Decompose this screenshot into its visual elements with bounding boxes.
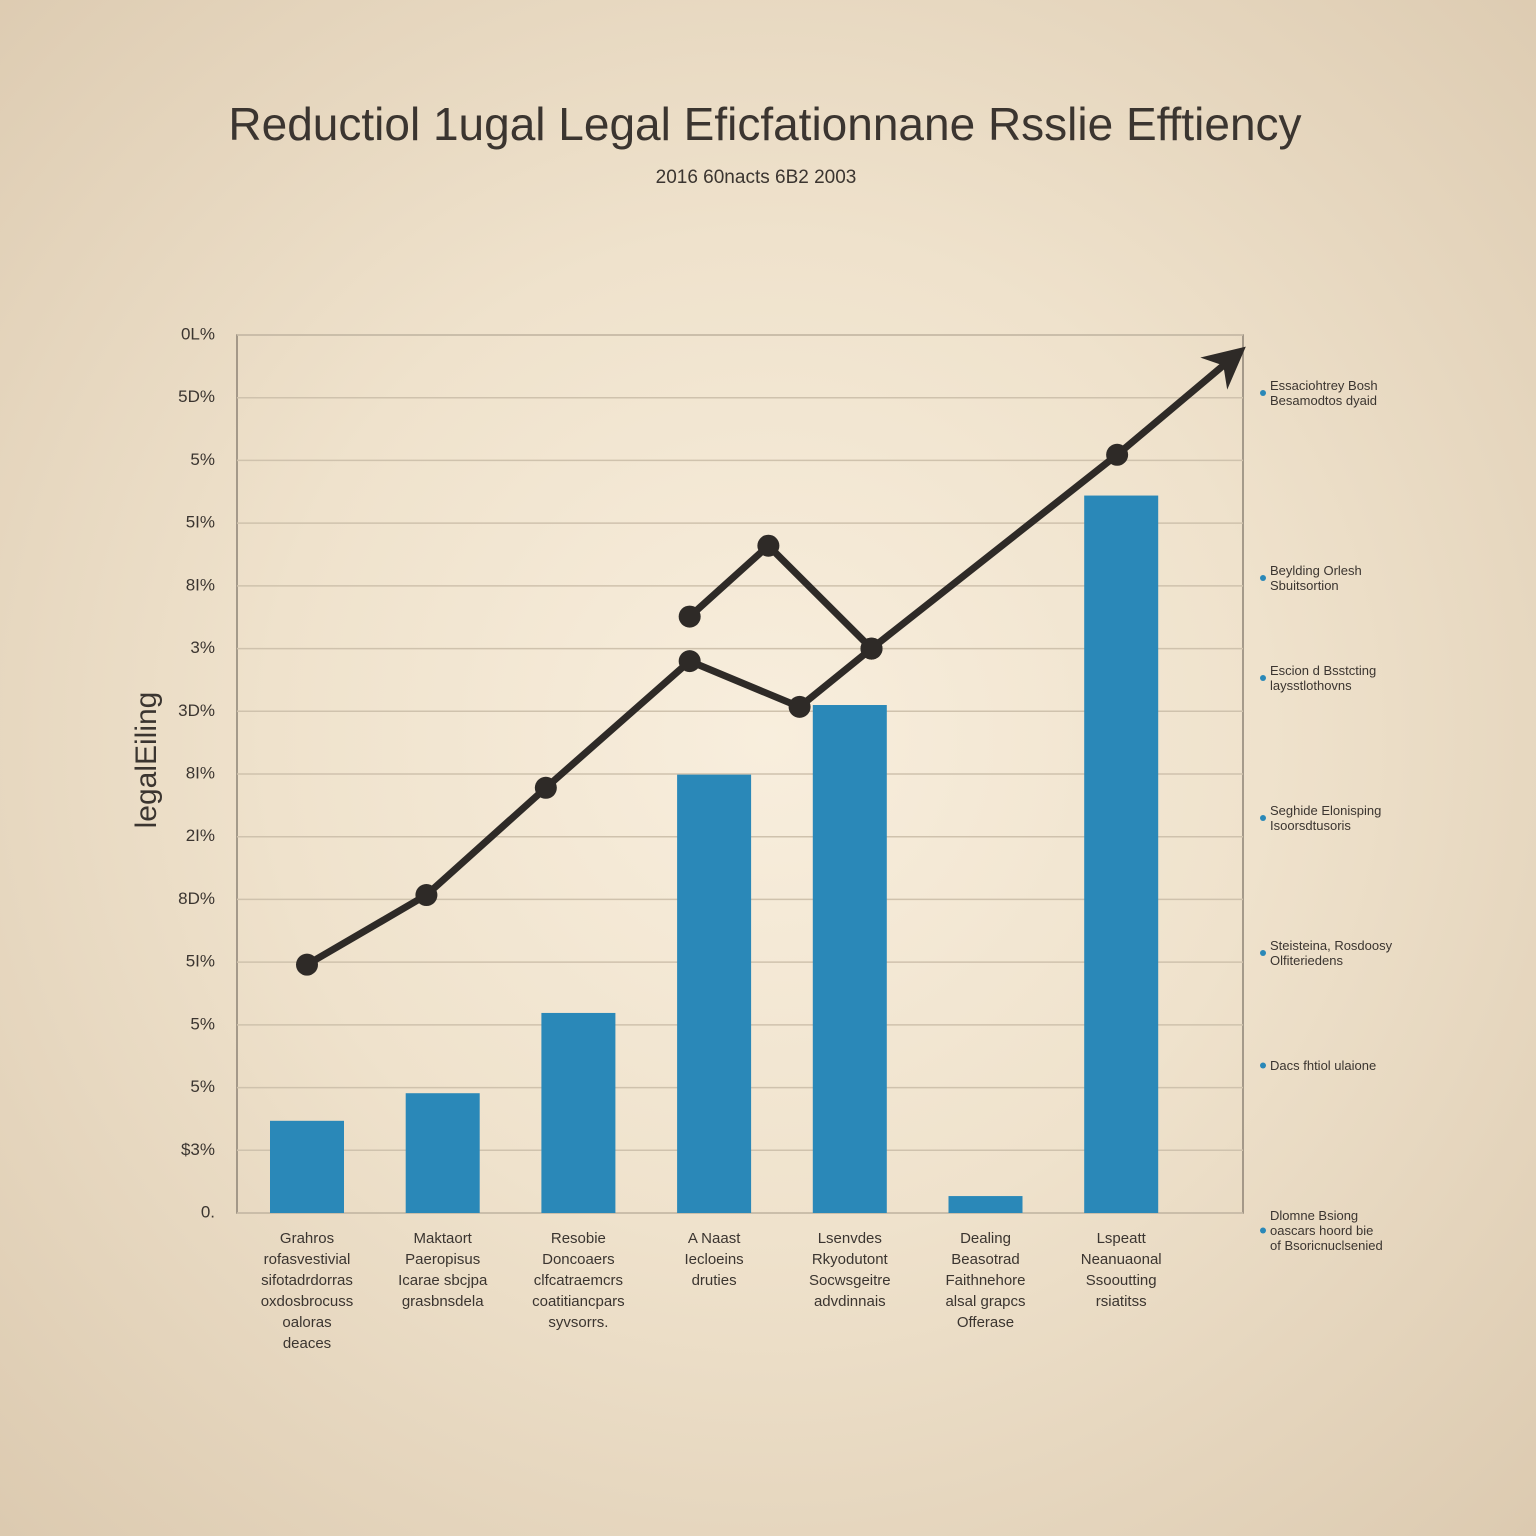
annotation: Essaciohtrey Bosh Besamodtos dyaid — [1270, 378, 1378, 408]
annotation: Seghide Elonisping Isoorsdtusoris — [1270, 803, 1382, 833]
x-tick-label: Lsenvdes Rkyodutont Socwsgeitre advdinna… — [808, 1230, 891, 1310]
y-tick-label: 0. — [201, 1202, 215, 1221]
bar — [948, 1196, 1023, 1213]
bar — [677, 774, 752, 1213]
chart-subtitle: 2016 60nacts 6B2 2003 — [656, 167, 857, 188]
line-point — [296, 953, 318, 976]
x-tick-label: Dealing Beasotrad Faithnehore alsal grap… — [945, 1230, 1026, 1331]
trend-line — [687, 542, 874, 652]
bar — [812, 705, 887, 1213]
annotation-dot — [1260, 950, 1266, 956]
line-point — [415, 884, 438, 907]
y-tick-label: 3D% — [178, 701, 215, 720]
x-tick-label: Maktaort Paeropisus Icarae sbcjpa grasbn… — [398, 1230, 488, 1310]
y-axis-label: legalEiling — [130, 692, 163, 829]
annotation-dot — [1260, 1062, 1266, 1069]
y-tick-label: 2I% — [186, 826, 215, 845]
trend-line — [305, 346, 1246, 968]
annotation-dot — [1260, 575, 1266, 581]
annotation: Dlomne Bsiong oascars hoord bie of Bsori… — [1270, 1208, 1383, 1253]
y-tick-label: 3% — [190, 638, 215, 657]
line-point — [757, 534, 780, 557]
bar — [405, 1093, 480, 1213]
annotation-dot — [1260, 815, 1266, 821]
annotation-dot — [1260, 1227, 1266, 1234]
annotation-dot — [1260, 390, 1266, 396]
line-point — [788, 695, 811, 718]
x-tick-label: A Naast Iecloeins druties — [684, 1230, 744, 1289]
line-point — [860, 637, 883, 660]
line-point — [1106, 443, 1129, 466]
bar — [270, 1120, 344, 1213]
bar — [1084, 495, 1159, 1213]
y-tick-label: 8I% — [186, 575, 215, 594]
bar — [541, 1012, 616, 1213]
y-tick-label: 8I% — [186, 763, 215, 782]
y-tick-label: 8D% — [178, 889, 215, 908]
y-tick-label: 5I% — [186, 952, 215, 971]
x-tick-label: Resobie Doncoaers clfcatraemcrs coatitia… — [532, 1230, 625, 1331]
y-tick-label: 5D% — [178, 387, 215, 406]
y-tick-label: $3% — [181, 1140, 215, 1159]
y-tick-label: 5% — [190, 1014, 215, 1033]
y-tick-label: 5% — [190, 1077, 215, 1096]
y-tick-label: 5I% — [186, 513, 215, 532]
line-point — [534, 776, 557, 799]
annotation: Dacs fhtiol ulaione — [1270, 1058, 1377, 1073]
line-point — [678, 650, 701, 673]
line-point — [678, 605, 701, 628]
chart-title: Reductiol 1ugal Legal Eficfationnane Rss… — [228, 98, 1301, 150]
y-tick-label: 0L% — [181, 324, 215, 343]
annotation: Steisteina, Rosdoosy Olfiteriedens — [1270, 938, 1393, 968]
annotation: Escion d Bsstcting laysstlothovns — [1270, 663, 1377, 693]
y-tick-label: 5% — [190, 450, 215, 469]
annotation: Beylding Orlesh Sbuitsortion — [1270, 563, 1362, 593]
annotation-dot — [1260, 675, 1266, 681]
x-tick-label: Lspeatt Neanuaonal Ssooutting rsiatitss — [1080, 1230, 1162, 1310]
x-tick-label: Grahros rofasvestivial sifotadrdorras ox… — [260, 1230, 354, 1352]
